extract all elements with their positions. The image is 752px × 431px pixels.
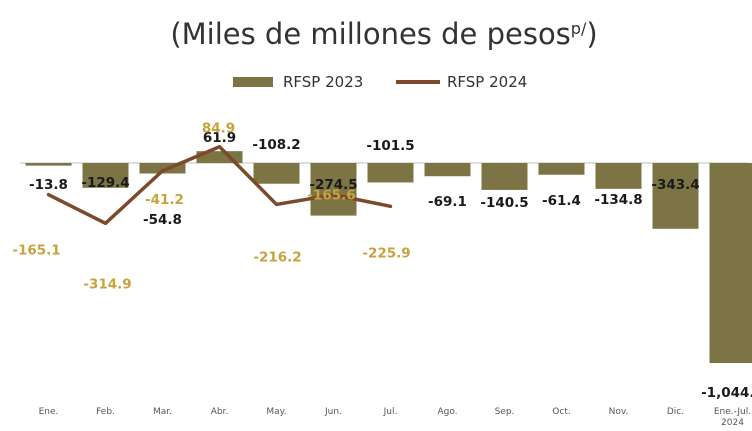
data-label-rfsp-2023: -1,044.0 — [701, 385, 752, 401]
chart-title-superscript: p/ — [571, 19, 587, 38]
data-label-rfsp-2023: -13.8 — [29, 177, 68, 193]
x-tick-label: May. — [266, 407, 286, 417]
legend-label-rfsp-2024: RFSP 2024 — [447, 73, 527, 91]
bar-rfsp-2023 — [367, 163, 414, 183]
bar-rfsp-2023 — [595, 163, 642, 189]
data-label-rfsp-2023: 61.9 — [203, 130, 236, 146]
x-tick-sublabel: 2024 — [721, 418, 744, 428]
data-label-rfsp-2024: -314.9 — [83, 276, 131, 292]
data-label-rfsp-2023: -101.5 — [366, 138, 414, 154]
bar-rfsp-2023 — [253, 163, 300, 184]
data-label-rfsp-2023: -134.8 — [594, 192, 642, 208]
bar-rfsp-2023 — [652, 163, 699, 229]
x-tick-label: Mar. — [153, 407, 172, 417]
bar-rfsp-2023 — [709, 163, 752, 364]
data-label-rfsp-2024: -41.2 — [145, 192, 184, 208]
x-tick-label: Ene. — [39, 407, 59, 417]
x-tick-label: Jul. — [383, 407, 398, 417]
data-label-rfsp-2023: -69.1 — [428, 194, 467, 210]
data-label-rfsp-2023: -343.4 — [651, 177, 699, 193]
bar-rfsp-2023 — [310, 163, 357, 216]
chart-title-main: (Miles de millones de pesos — [170, 17, 570, 51]
data-label-rfsp-2024: -165.6 — [307, 188, 355, 204]
bar-rfsp-2023 — [481, 163, 528, 190]
data-label-rfsp-2024: -165.1 — [12, 243, 60, 259]
bar-rfsp-2023 — [196, 151, 243, 163]
data-label-rfsp-2024: -225.9 — [362, 245, 410, 261]
x-tick-label: Feb. — [96, 407, 115, 417]
data-label-rfsp-2024: -216.2 — [253, 249, 301, 265]
data-label-rfsp-2023: -61.4 — [542, 193, 581, 209]
bar-rfsp-2023 — [139, 163, 186, 174]
data-label-rfsp-2023: -140.5 — [480, 195, 528, 211]
x-tick-label: Sep. — [495, 407, 515, 417]
legend: RFSP 2023 RFSP 2024 — [233, 73, 527, 91]
data-label-rfsp-2023: -54.8 — [143, 212, 182, 228]
bar-rfsp-2023 — [538, 163, 585, 175]
legend-swatch-rfsp-2023 — [233, 77, 273, 87]
bar-rfsp-2023 — [424, 163, 471, 177]
chart-title: (Miles de millones de pesosp/) — [170, 17, 597, 51]
line-rfsp-2024 — [46, 144, 393, 226]
data-label-rfsp-2023: -274.5 — [309, 177, 357, 193]
x-tick-label: Ago. — [437, 407, 457, 417]
bar-rfsp-2023 — [25, 163, 72, 166]
data-label-rfsp-2023: -129.4 — [81, 175, 129, 191]
x-tick-label: Abr. — [211, 407, 229, 417]
chart-title-close: ) — [586, 17, 597, 51]
data-label-rfsp-2024: 84.9 — [202, 121, 235, 137]
bar-rfsp-2023 — [82, 163, 129, 188]
x-tick-label: Ene.-Jul. — [714, 407, 751, 417]
legend-label-rfsp-2023: RFSP 2023 — [283, 73, 363, 91]
x-tick-label: Dic. — [667, 407, 684, 417]
x-tick-label: Jun. — [324, 407, 342, 417]
plot-area: -13.8 -129.4 -54.8 61.9 -108.2 -274.5 -101.5 -6… — [12, 121, 752, 428]
x-tick-label: Nov. — [609, 407, 629, 417]
x-tick-label: Oct. — [552, 407, 570, 417]
data-label-rfsp-2023: -108.2 — [252, 137, 300, 153]
